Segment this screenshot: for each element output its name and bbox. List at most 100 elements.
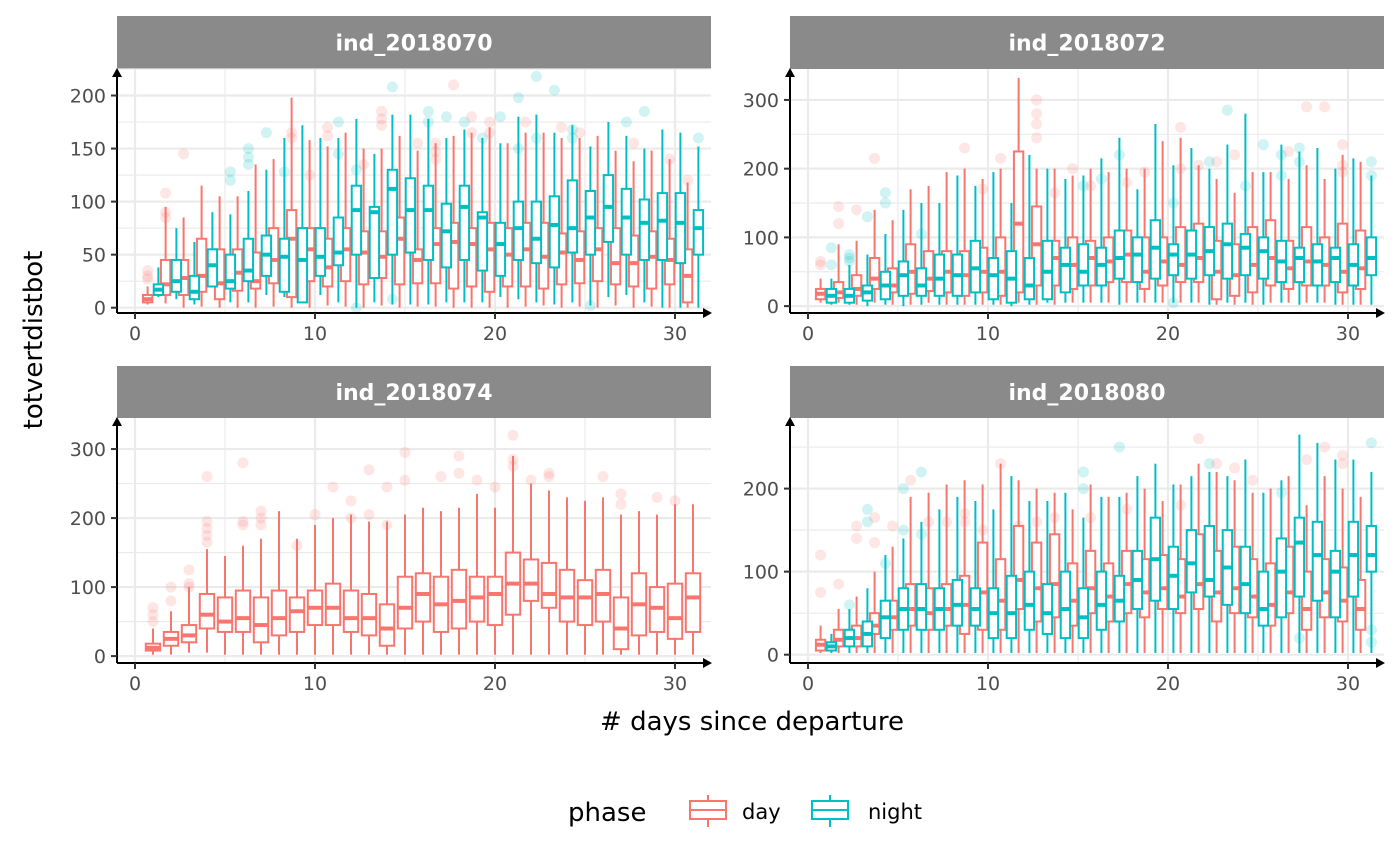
- outlier-night: [897, 483, 909, 495]
- outlier-night: [548, 84, 560, 96]
- box-day-day9: [958, 480, 971, 654]
- y-tick-label: 100: [743, 562, 779, 584]
- outlier-night: [843, 599, 855, 611]
- outlier-night: [1203, 156, 1215, 168]
- box-night-day11: [1005, 203, 1018, 307]
- box-night-day6: [915, 521, 928, 654]
- box-night-day13: [368, 153, 381, 303]
- box-night-day18: [1131, 189, 1144, 303]
- box-body: [1293, 246, 1306, 284]
- box-day-day25: [573, 137, 586, 307]
- box-night-day2: [170, 228, 183, 300]
- panel-ind_2018072: ind_2018072 0 100 200 300 0 10 20 30: [743, 16, 1385, 345]
- box-body: [1012, 524, 1025, 611]
- y-axis-arrow: [112, 68, 122, 77]
- box-night-day5: [897, 209, 910, 307]
- box-night-day20: [494, 143, 507, 298]
- box-day-day11: [324, 518, 342, 655]
- box-body: [1311, 520, 1324, 602]
- box-body: [674, 192, 687, 265]
- box-body: [666, 582, 684, 640]
- outlier-day: [1247, 474, 1259, 486]
- outlier-night: [620, 116, 632, 128]
- box-body: [1257, 570, 1270, 627]
- box-day-day14: [375, 148, 388, 306]
- box-day-day10: [976, 178, 989, 305]
- outlier-day: [507, 429, 519, 441]
- box-day-day16: [411, 150, 424, 307]
- box-body: [486, 575, 504, 627]
- box-body: [1203, 524, 1216, 598]
- box-body: [951, 578, 964, 627]
- box-night-day6: [242, 191, 255, 303]
- box-day-day31: [681, 182, 694, 308]
- box-day-day27: [609, 150, 622, 306]
- outlier-day: [1193, 433, 1205, 445]
- box-night-day2: [843, 264, 856, 305]
- box-night-day20: [1167, 165, 1180, 303]
- box-night-day15: [1077, 175, 1090, 303]
- box-body: [897, 260, 910, 297]
- outlier-day: [851, 520, 863, 532]
- outlier-night: [494, 111, 506, 123]
- outlier-day: [160, 187, 172, 199]
- outlier-day: [322, 130, 334, 142]
- outlier-night: [224, 174, 236, 186]
- outlier-night: [224, 166, 236, 178]
- box-night-day1: [825, 633, 838, 654]
- outlier-night: [915, 466, 927, 478]
- box-body: [976, 541, 989, 631]
- box-body: [1005, 574, 1018, 640]
- x-tick-label: 10: [303, 673, 327, 695]
- outlier-day: [399, 447, 411, 459]
- box-body: [620, 187, 633, 256]
- box-body: [530, 200, 543, 265]
- box-body: [378, 603, 396, 647]
- box-day-day28: [627, 161, 640, 308]
- box-body: [915, 267, 928, 297]
- box-body: [609, 227, 622, 286]
- x-tick-label: 30: [1336, 323, 1360, 345]
- box-day-day14: [378, 521, 396, 655]
- box-body: [1354, 578, 1367, 631]
- box-night-day12: [1023, 501, 1036, 654]
- y-axis-title: totvertdistbot: [19, 251, 49, 430]
- box-body: [368, 205, 381, 279]
- outlier-day: [1283, 145, 1295, 157]
- box-day-day26: [1264, 488, 1277, 654]
- box-day-day1: [144, 628, 162, 655]
- box-body: [296, 227, 309, 304]
- box-night-day7: [260, 169, 273, 295]
- strip-background: [790, 16, 1384, 69]
- box-night-day9: [969, 501, 982, 654]
- box-day-day8: [267, 159, 280, 307]
- box-body: [1365, 524, 1378, 573]
- panel-ind_2018070: ind_2018070 0 50 100 150 200 0 10 20 30: [70, 16, 712, 345]
- outlier-night: [530, 70, 542, 82]
- y-axis-arrow: [112, 417, 122, 426]
- box-day-day18: [1120, 168, 1133, 303]
- x-tick-label: 20: [1156, 323, 1180, 345]
- outlier-day: [345, 495, 357, 507]
- box-day-day10: [306, 524, 324, 655]
- box-night-day30: [674, 132, 687, 308]
- outlier-day: [869, 512, 881, 524]
- outlier-day: [1211, 458, 1223, 470]
- box-night-day3: [861, 254, 874, 307]
- box-day-day20: [486, 507, 504, 655]
- box-body: [1167, 243, 1180, 277]
- box-body: [350, 184, 363, 256]
- outlier-night: [260, 127, 272, 139]
- box-night-day18: [458, 129, 471, 303]
- y-tick-label: 100: [70, 577, 106, 599]
- panel-ind_2018074: ind_2018074 0 100 200 300 0 10 20 30: [70, 366, 712, 695]
- axes: 0 100 200 300 0 10 20 30: [743, 68, 1385, 345]
- box-night-day25: [1257, 492, 1270, 654]
- outlier-day: [615, 488, 627, 500]
- box-day-day13: [1030, 488, 1043, 654]
- outlier-day: [237, 516, 249, 528]
- box-body: [440, 202, 453, 269]
- box-day-day21: [504, 455, 522, 655]
- box-day-day13: [1030, 168, 1043, 305]
- box-night-day4: [879, 555, 892, 654]
